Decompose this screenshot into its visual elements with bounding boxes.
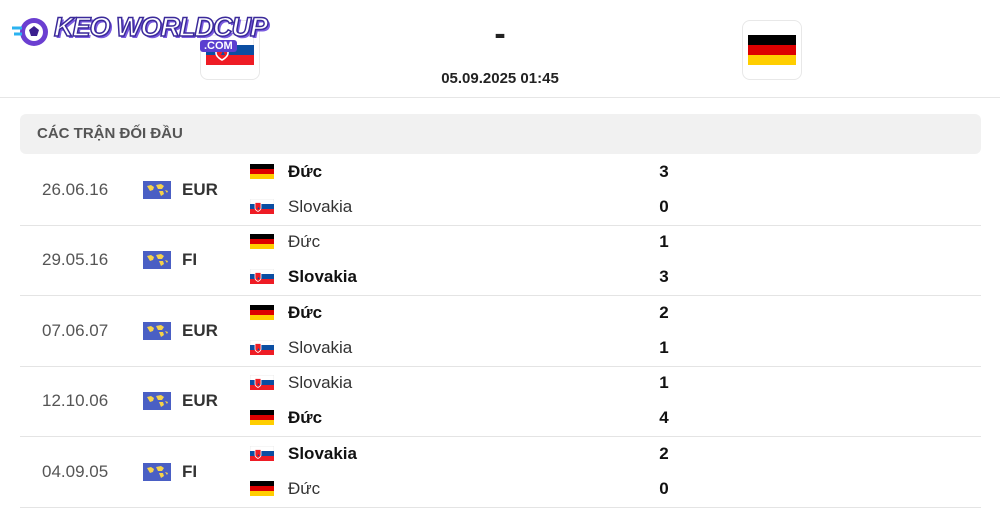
away-flag: [742, 20, 802, 80]
team-name: Slovakia: [288, 444, 357, 463]
team-flag: [250, 269, 274, 289]
competition: EUR: [182, 321, 218, 340]
team-name: Đức: [288, 232, 321, 251]
team-score: 1: [659, 373, 669, 392]
team-name: Slovakia: [288, 197, 353, 216]
logo-text: KEO WORLDCUP: [53, 11, 269, 43]
team-name: Slovakia: [288, 267, 357, 286]
competition: FI: [182, 250, 198, 269]
team-flag: [250, 305, 274, 325]
team-name: Đức: [288, 408, 323, 427]
team-flag: [250, 446, 274, 466]
score: -: [494, 15, 506, 53]
team-flag: [250, 375, 274, 395]
competition-icon: [143, 251, 171, 274]
team-flag: [250, 164, 274, 184]
team-name: Slovakia: [288, 338, 353, 357]
team-score: 0: [659, 197, 669, 216]
team-score: 1: [659, 232, 669, 251]
team-score: 2: [659, 303, 669, 322]
competition: EUR: [182, 391, 218, 410]
team-flag: [250, 234, 274, 254]
logo-suffix: .COM: [200, 40, 237, 52]
section-header: CÁC TRẬN ĐỐI ĐẦU: [20, 114, 981, 154]
match-row: 26.06.16 EUR Đức 3 Slovakia 0: [20, 155, 981, 226]
team-score: 0: [659, 479, 669, 498]
match-date: 26.06.16: [42, 180, 109, 199]
team-name: Đức: [288, 303, 323, 322]
match-row: 04.09.05 FI Slovakia 2 Đức 0: [20, 437, 981, 508]
match-date: 12.10.06: [42, 391, 109, 410]
match-date: 07.06.07: [42, 321, 109, 340]
team-score: 3: [659, 267, 669, 286]
match-date: 04.09.05: [42, 462, 109, 481]
team-score: 4: [659, 408, 669, 427]
team-name: Slovakia: [288, 373, 353, 392]
match-header: KEO WORLDCUP .COM - 05.09.2025 01:45: [0, 0, 1000, 98]
team-flag: [250, 340, 274, 360]
team-flag: [250, 410, 274, 430]
team-flag: [250, 481, 274, 501]
competition: EUR: [182, 180, 218, 199]
team-name: Đức: [288, 162, 323, 181]
match-date: 29.05.16: [42, 250, 109, 269]
team-name: Đức: [288, 479, 321, 498]
section-title: CÁC TRẬN ĐỐI ĐẦU: [37, 125, 183, 142]
team-score: 2: [659, 444, 669, 463]
team-flag: [250, 199, 274, 219]
competition: FI: [182, 462, 198, 481]
match-datetime: 05.09.2025 01:45: [441, 70, 559, 87]
logo: KEO WORLDCUP .COM: [10, 10, 269, 60]
competition-icon: [143, 181, 171, 204]
competition-icon: [143, 463, 171, 486]
logo-ball: [12, 18, 48, 46]
team-score: 1: [659, 338, 669, 357]
competition-icon: [143, 322, 171, 345]
match-row: 12.10.06 EUR Slovakia 1 Đức 4: [20, 366, 981, 437]
competition-icon: [143, 392, 171, 415]
team-score: 3: [659, 162, 669, 181]
match-row: 29.05.16 FI Đức 1 Slovakia 3: [20, 225, 981, 296]
match-row: 07.06.07 EUR Đức 2 Slovakia 1: [20, 296, 981, 367]
